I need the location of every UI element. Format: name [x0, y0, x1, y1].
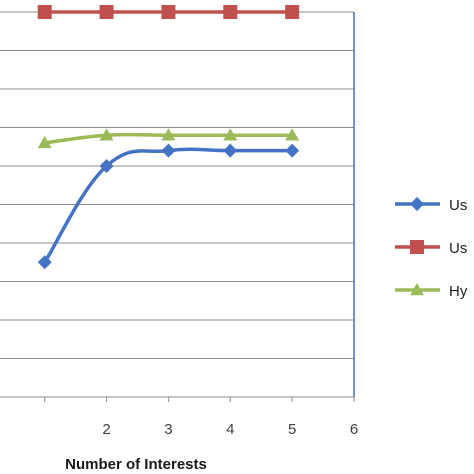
- x-tick-label: 2: [102, 421, 110, 438]
- data-point-diamond: [223, 143, 238, 158]
- x-tick-labels: 2 3 4 5 6: [102, 421, 358, 438]
- x-tick-label: 4: [226, 421, 234, 438]
- x-tick-label: 5: [288, 421, 296, 438]
- data-point-square: [223, 5, 238, 19]
- data-point-diamond: [161, 143, 176, 158]
- data-point-square: [410, 240, 424, 254]
- legend-label: Us: [449, 197, 467, 214]
- legend-item: Hy: [395, 283, 468, 300]
- series-group: [37, 5, 300, 270]
- series-3: [37, 128, 300, 149]
- data-point-diamond: [37, 255, 52, 270]
- x-axis-title: Number of Interests: [65, 456, 207, 473]
- legend-item: Us: [395, 240, 467, 257]
- legend: Us Us Hy: [395, 197, 468, 300]
- data-point-square: [37, 5, 52, 19]
- data-point-triangle: [223, 128, 238, 141]
- x-tick-label: 3: [164, 421, 172, 438]
- data-point-diamond: [410, 197, 424, 211]
- data-point-triangle: [161, 128, 176, 141]
- x-tick-label: 6: [350, 421, 358, 438]
- data-point-diamond: [285, 143, 300, 158]
- legend-label: Hy: [449, 283, 468, 300]
- legend-label: Us: [449, 240, 467, 257]
- data-point-triangle: [410, 283, 424, 296]
- series-line: [43, 147, 293, 264]
- data-point-triangle: [37, 135, 52, 149]
- series-1: [37, 143, 300, 270]
- series-2: [37, 5, 300, 19]
- legend-item: Us: [395, 197, 467, 214]
- data-point-square: [161, 5, 176, 19]
- data-point-triangle: [99, 128, 114, 141]
- data-point-triangle: [285, 128, 300, 141]
- gridlines: [0, 11, 354, 359]
- axes: [0, 12, 355, 402]
- data-point-diamond: [99, 159, 114, 173]
- data-point-square: [285, 5, 300, 19]
- data-point-square: [99, 5, 114, 19]
